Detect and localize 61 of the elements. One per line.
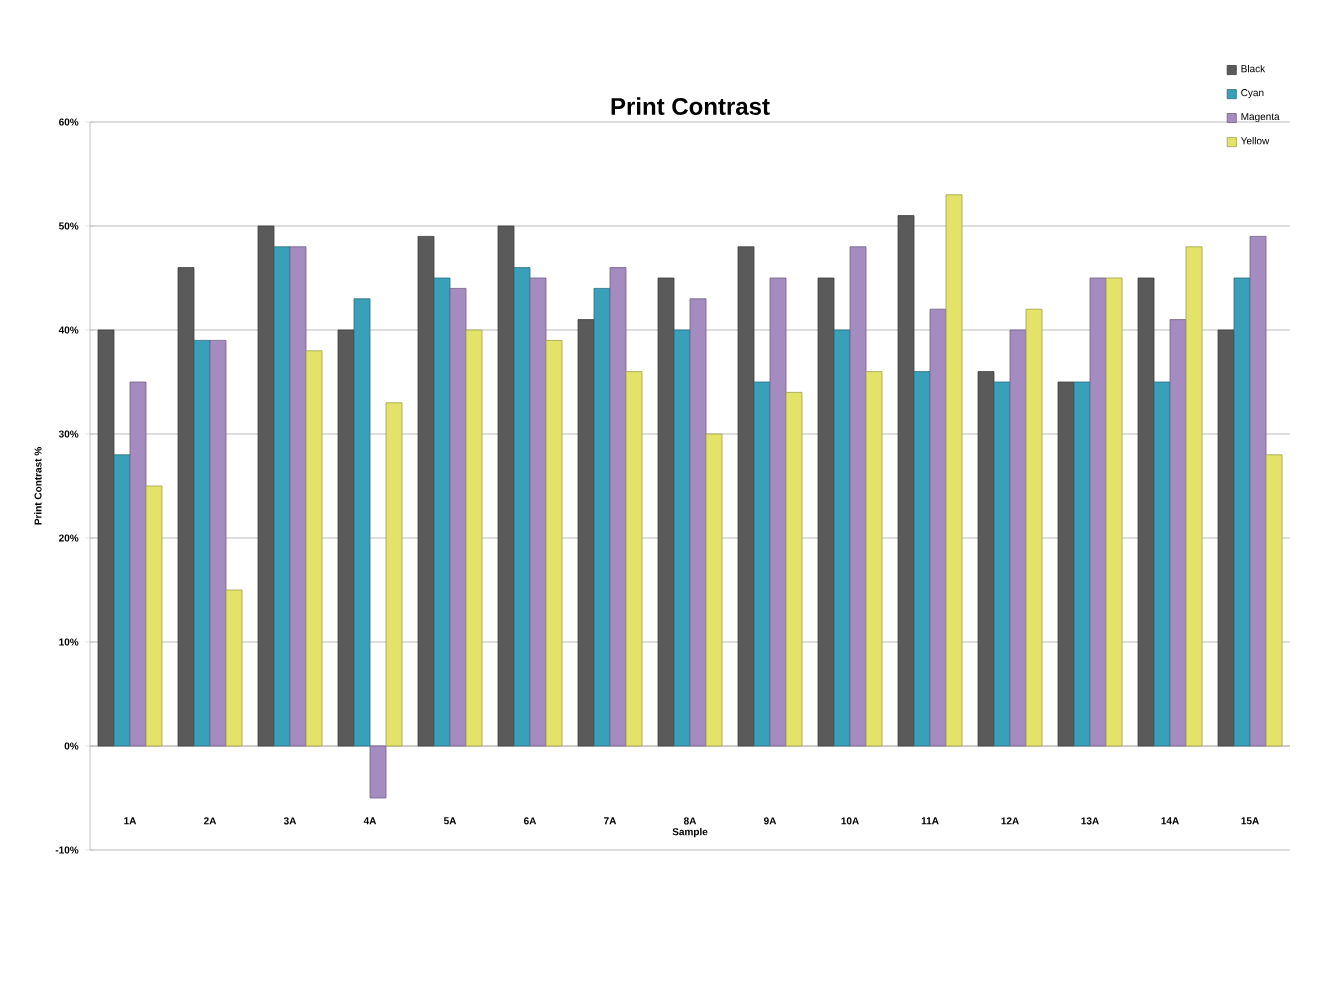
bar <box>625 371 643 747</box>
bar <box>1185 246 1203 747</box>
bar <box>177 267 195 747</box>
bar <box>417 236 435 747</box>
bar <box>993 381 1011 747</box>
bar <box>449 288 467 747</box>
bar <box>705 433 723 747</box>
bar <box>1217 329 1235 747</box>
bar <box>1105 277 1123 747</box>
bar <box>145 485 163 747</box>
bar <box>753 381 771 747</box>
bar <box>785 392 803 747</box>
bar <box>593 288 611 747</box>
bar <box>433 277 451 747</box>
bar <box>1073 381 1091 747</box>
bar <box>833 329 851 747</box>
bar <box>209 340 227 747</box>
bar <box>929 308 947 747</box>
bar <box>513 267 531 747</box>
bar <box>577 319 595 747</box>
bar <box>369 745 387 799</box>
bar <box>529 277 547 747</box>
bar <box>113 454 131 747</box>
bar <box>977 371 995 747</box>
bar <box>849 246 867 747</box>
bar <box>465 329 483 747</box>
bar <box>353 298 371 747</box>
bar <box>1089 277 1107 747</box>
bar <box>337 329 355 747</box>
bar <box>673 329 691 747</box>
bar <box>1265 454 1283 747</box>
bar <box>97 329 115 747</box>
bar <box>689 298 707 747</box>
bar <box>193 340 211 747</box>
bar <box>273 246 291 747</box>
bar <box>913 371 931 747</box>
bar <box>1249 236 1267 747</box>
bar <box>129 381 147 747</box>
bar <box>609 267 627 747</box>
bar <box>257 225 275 747</box>
bar <box>305 350 323 747</box>
bar <box>737 246 755 747</box>
bar <box>1057 381 1075 747</box>
bar <box>225 589 243 747</box>
bar <box>289 246 307 747</box>
bar <box>545 340 563 747</box>
bar <box>1153 381 1171 747</box>
bar <box>865 371 883 747</box>
bar <box>1137 277 1155 747</box>
bar <box>1169 319 1187 747</box>
bar <box>897 215 915 747</box>
bar <box>1025 308 1043 747</box>
bar <box>817 277 835 747</box>
bar <box>385 402 403 747</box>
bar <box>1233 277 1251 747</box>
bar <box>497 225 515 747</box>
chart-title: Print Contrast <box>611 97 770 115</box>
bar <box>1009 329 1027 747</box>
bar <box>945 194 963 747</box>
bar <box>657 277 675 747</box>
bar <box>769 277 787 747</box>
